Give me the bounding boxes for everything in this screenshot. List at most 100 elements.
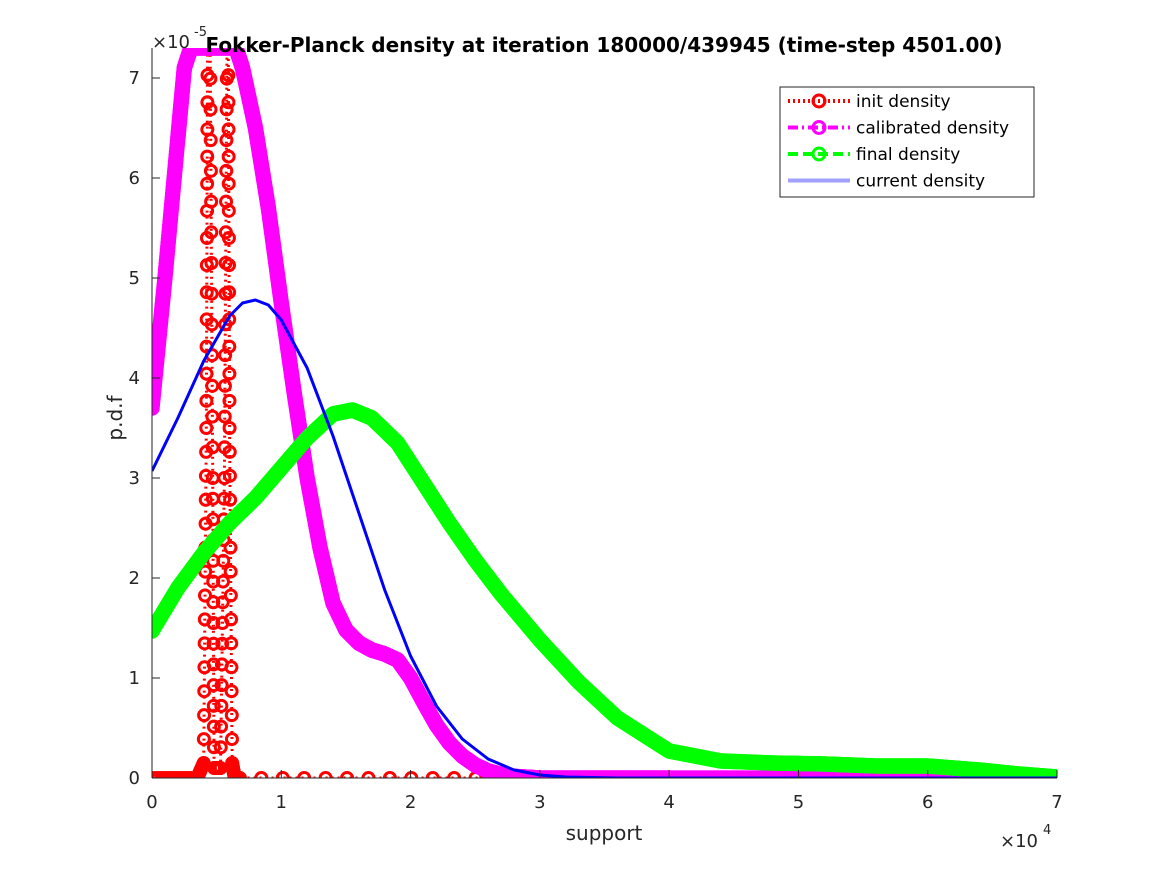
data-point — [221, 149, 236, 164]
data-point — [340, 771, 355, 778]
data-point — [318, 771, 333, 778]
y-tick-label: 6 — [129, 168, 140, 189]
legend-item-init-density: init density — [788, 92, 951, 112]
y-exponent-power: -5 — [194, 25, 207, 40]
x-exponent-base: ×10 — [1000, 831, 1038, 852]
data-point — [222, 421, 237, 435]
data-point — [200, 95, 215, 110]
data-point — [206, 616, 221, 630]
legend-label: calibrated density — [856, 119, 1009, 139]
data-point — [198, 492, 213, 507]
data-point — [382, 771, 397, 778]
data-point — [197, 684, 212, 699]
y-tick-label: 2 — [129, 568, 140, 589]
data-point — [215, 595, 230, 610]
data-point — [224, 612, 239, 627]
series-final-density — [152, 402, 1057, 778]
data-point — [404, 771, 419, 778]
data-point — [224, 660, 239, 675]
data-point — [197, 708, 212, 723]
data-point — [204, 256, 219, 270]
data-point — [204, 286, 219, 301]
data-point — [199, 366, 214, 381]
x-tick-label: 7 — [1051, 792, 1062, 813]
y-tick-label: 1 — [129, 668, 140, 689]
legend-item-calibrated-density: calibrated density — [788, 119, 1009, 139]
data-point — [447, 771, 462, 778]
legend-swatch-marker — [811, 93, 827, 109]
series-calibrated-density — [152, 48, 1057, 778]
data-point — [217, 491, 232, 506]
data-point — [221, 68, 236, 83]
series-line — [152, 298, 1057, 778]
data-point — [206, 698, 221, 713]
y-tick-label: 5 — [129, 268, 140, 289]
x-tick-label: 0 — [146, 792, 157, 813]
data-point — [200, 149, 215, 164]
data-point — [199, 393, 214, 408]
data-point — [198, 588, 213, 603]
data-point — [204, 225, 219, 240]
data-point — [297, 771, 312, 778]
y-axis-label: p.d.f — [103, 394, 127, 440]
data-point — [206, 636, 221, 651]
x-exponent: ×10 4 — [1000, 823, 1051, 852]
x-tick-label: 1 — [276, 792, 287, 813]
data-point — [275, 771, 290, 778]
data-point — [200, 176, 215, 191]
data-point — [217, 409, 232, 424]
data-point — [222, 468, 237, 483]
y-tick-label: 3 — [129, 468, 140, 489]
legend-swatch-marker — [811, 146, 827, 162]
legend-item-final-density: final density — [788, 145, 960, 165]
data-point — [222, 258, 237, 273]
data-point — [222, 444, 237, 459]
legend-entries: init density calibrated density final dens… — [788, 92, 1009, 192]
y-ticks: 0 1 2 3 4 5 6 7 — [129, 68, 160, 789]
data-point — [206, 740, 221, 755]
data-point — [219, 163, 234, 178]
legend-swatch-marker — [811, 120, 827, 135]
data-point — [222, 339, 237, 354]
x-ticks: 0 1 2 3 4 5 6 7 — [146, 770, 1063, 813]
data-point — [224, 684, 239, 699]
chart-title: Fokker-Planck density at iteration 18000… — [206, 33, 1003, 57]
data-point — [222, 366, 237, 381]
x-axis-label: support — [566, 821, 643, 845]
y-tick-label: 7 — [129, 68, 140, 89]
data-point — [425, 771, 440, 778]
data-point — [203, 102, 218, 117]
data-point — [221, 176, 236, 191]
y-tick-label: 0 — [129, 768, 140, 789]
data-point — [214, 678, 229, 693]
series-layer — [152, 48, 1057, 778]
data-point — [206, 719, 221, 734]
y-exponent-base: ×10 — [152, 32, 190, 53]
data-point — [219, 102, 234, 117]
legend-label: init density — [856, 92, 951, 112]
data-point — [214, 719, 229, 734]
data-point — [217, 378, 232, 393]
data-point — [222, 285, 237, 300]
y-exponent: ×10 -5 — [152, 25, 207, 53]
data-point — [224, 708, 239, 723]
data-point — [221, 203, 236, 218]
data-point — [361, 771, 376, 778]
data-point — [232, 771, 247, 778]
data-point — [213, 740, 228, 755]
data-point — [199, 421, 214, 435]
data-point — [223, 540, 238, 555]
legend-item-current-density: current density — [788, 172, 985, 192]
series-current-density — [152, 298, 1057, 778]
data-point — [221, 122, 236, 137]
data-point — [221, 231, 236, 245]
y-tick-label: 4 — [129, 368, 140, 389]
data-point — [215, 636, 230, 651]
data-point — [221, 95, 236, 110]
data-point — [198, 468, 213, 483]
data-point — [223, 492, 238, 507]
data-point — [224, 732, 239, 747]
series-line — [152, 48, 1057, 778]
data-point — [254, 771, 269, 778]
